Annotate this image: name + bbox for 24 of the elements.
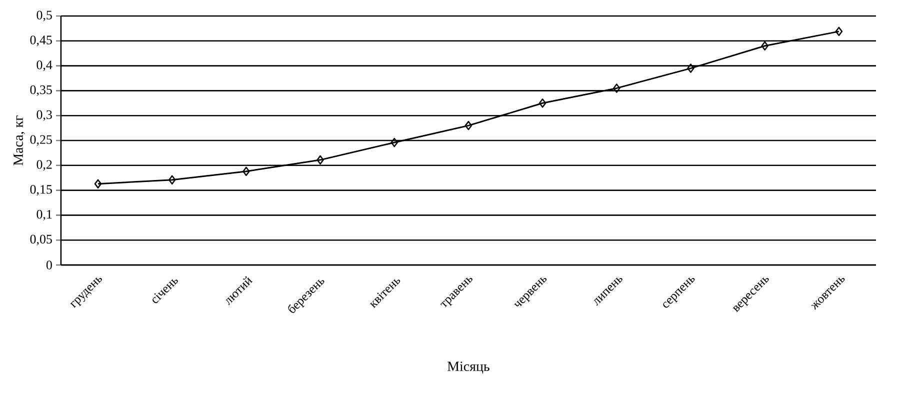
point [538, 98, 546, 108]
point [94, 179, 102, 188]
y-axis-title: Маса, кг [14, 116, 25, 166]
point [613, 84, 620, 93]
point [761, 41, 768, 51]
y-tick-label: 0,3 [36, 110, 52, 121]
y-tick-label: 0,4 [36, 60, 52, 72]
y-tick-label: 0,35 [30, 85, 52, 96]
point [168, 175, 176, 184]
point [835, 26, 843, 36]
y-tick-label: 0,2 [36, 160, 52, 171]
point [390, 138, 398, 148]
point [242, 166, 250, 176]
point [464, 120, 472, 130]
point [687, 64, 694, 73]
y-tick-label: 0,1 [36, 210, 52, 221]
x-axis-title: Місяць [448, 362, 490, 374]
y-tick-label: 0,05 [30, 234, 52, 246]
y-tick-label: 0 [46, 260, 52, 270]
point [316, 155, 324, 165]
y-tick-label: 0,15 [30, 185, 52, 196]
y-tick-label: 0,45 [30, 36, 52, 46]
y-tick-label: 0,25 [30, 135, 52, 146]
y-tick-label: 0,5 [36, 10, 52, 22]
